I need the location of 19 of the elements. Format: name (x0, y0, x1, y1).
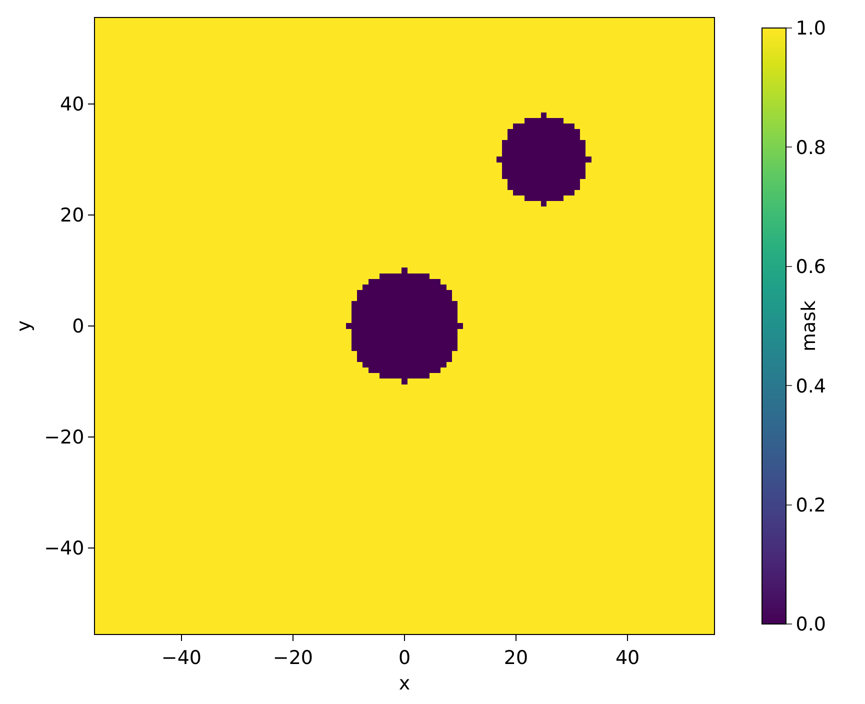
color-bar-title: mask (798, 300, 820, 352)
x-tick-label: −20 (272, 646, 314, 669)
y-tick-label: −20 (44, 426, 84, 449)
x-axis-title: x (398, 672, 410, 695)
x-tick-label: 40 (615, 646, 640, 669)
x-tick-label: −40 (161, 646, 202, 669)
color-bar-label: 0.6 (796, 256, 826, 278)
color-bar-label: 0.8 (796, 136, 826, 159)
color-bar-label: 1.0 (796, 18, 826, 40)
y-tick-label: 0 (72, 316, 84, 338)
color-bar-label: 0.4 (796, 375, 826, 398)
color-bar-label: 0.2 (796, 494, 826, 516)
y-tick-label: −40 (44, 538, 84, 560)
y-tick-label: 40 (60, 94, 84, 116)
x-tick-label: 0 (398, 646, 411, 669)
x-tick-label: 20 (504, 646, 528, 669)
y-axis-title: y (12, 320, 35, 332)
y-tick-label: 20 (60, 204, 84, 227)
color-bar-label: 0.0 (796, 614, 826, 636)
